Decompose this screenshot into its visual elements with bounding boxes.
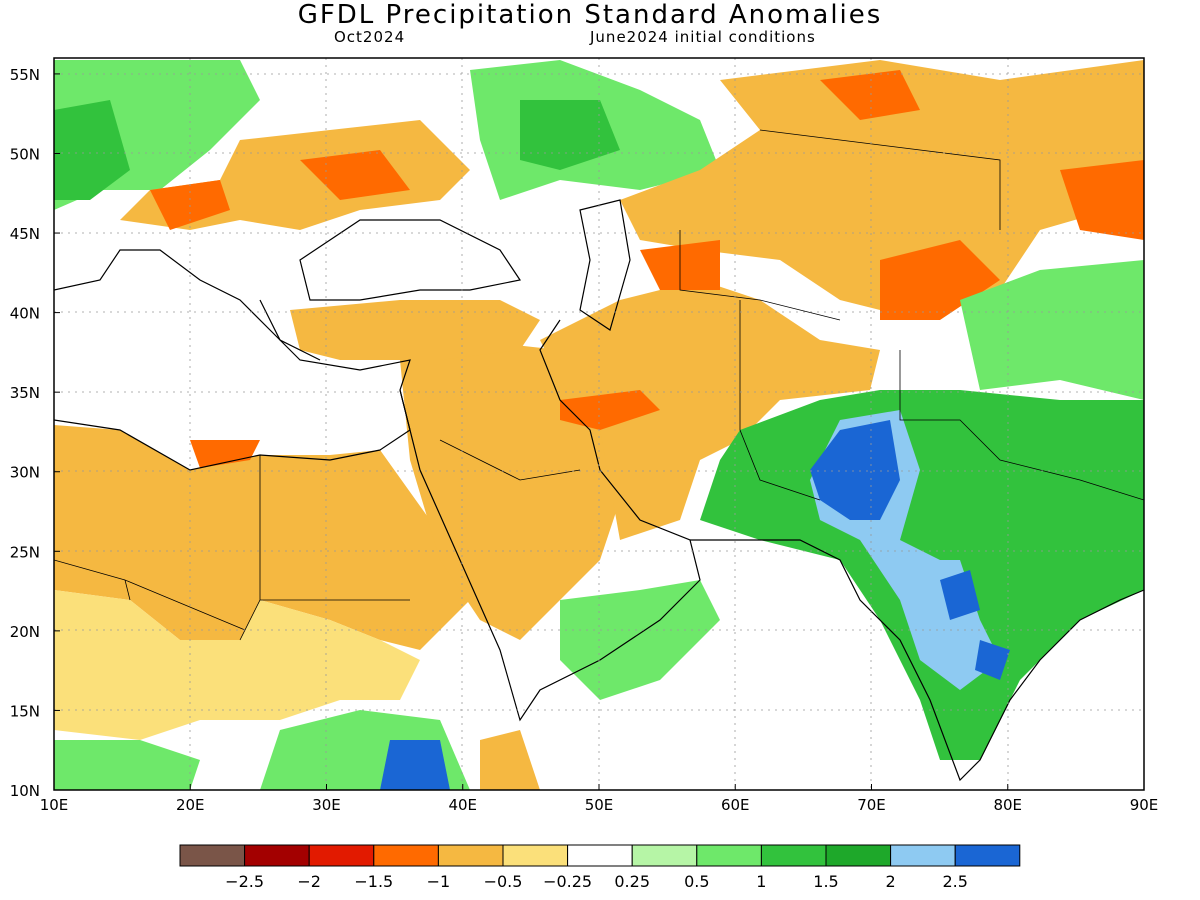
initial-conditions: June2024 initial conditions xyxy=(590,28,816,46)
region-iran-orange xyxy=(560,390,660,430)
lon-tick-label: 60E xyxy=(721,796,750,814)
valid-month: Oct2024 xyxy=(334,28,406,46)
colorbar-swatch xyxy=(179,844,246,867)
colorbar-label: 0.5 xyxy=(684,872,709,891)
lat-tick-label: 40N xyxy=(10,305,40,323)
colorbar-swatch xyxy=(760,844,827,867)
colorbar-swatch xyxy=(244,844,310,867)
colorbar-label: 2.5 xyxy=(942,872,967,891)
colorbar-label: −0.5 xyxy=(484,872,523,891)
colorbar-label: −1 xyxy=(427,872,451,891)
gridlines xyxy=(54,58,1144,790)
region-mongolia-orange xyxy=(1060,160,1144,240)
region-oman-wet xyxy=(560,580,720,700)
colorbar-swatch xyxy=(631,844,698,867)
region-russia-green xyxy=(520,100,620,170)
region-turkey xyxy=(290,300,540,360)
region-kazakhstan-orange xyxy=(820,70,920,120)
region-libya-orange xyxy=(190,440,260,468)
region-pakistan-blue xyxy=(810,420,900,520)
lat-tick-label: 10N xyxy=(10,782,40,800)
colorbar-swatch xyxy=(954,844,1021,867)
colorbar-swatch xyxy=(890,844,956,867)
region-west-africa-wet xyxy=(54,740,200,790)
region-sahel xyxy=(54,590,420,740)
colorbar-swatch xyxy=(373,844,439,867)
colorbar-swatch xyxy=(567,844,633,867)
colorbar: −2.5 −2 −1.5 −1 −0.5 −0.25 0.25 0.5 1 1.5 2 2.5 xyxy=(179,844,1021,891)
anomaly-field xyxy=(54,58,1144,790)
colorbar-label: 0.25 xyxy=(614,872,650,891)
region-iran xyxy=(540,280,880,540)
lat-tick-label: 45N xyxy=(10,225,40,243)
colorbar-label: −2.5 xyxy=(225,872,264,891)
lon-tick-label: 90E xyxy=(1130,796,1159,814)
region-india-blue2 xyxy=(975,640,1010,680)
country-borders xyxy=(54,129,1144,641)
lon-tick-label: 30E xyxy=(312,796,341,814)
longitude-axis: 10E 20E 30E 40E 50E 60E 70E 80E 90E xyxy=(40,784,1159,814)
colorbar-swatch xyxy=(308,844,375,867)
lat-tick-label: 55N xyxy=(10,66,40,84)
map-title: GFDL Precipitation Standard Anomalies xyxy=(297,0,883,30)
lon-tick-label: 40E xyxy=(448,796,477,814)
lon-tick-label: 70E xyxy=(857,796,886,814)
colorbar-swatch xyxy=(437,844,504,867)
lat-tick-label: 25N xyxy=(10,543,40,561)
lon-tick-label: 50E xyxy=(585,796,614,814)
lat-tick-label: 30N xyxy=(10,464,40,482)
colorbar-label: −1.5 xyxy=(354,872,393,891)
colorbar-label: 1.5 xyxy=(813,872,838,891)
colorbar-label: −0.25 xyxy=(543,872,592,891)
region-europe-green xyxy=(54,100,130,200)
colorbar-label: 1 xyxy=(756,872,766,891)
lon-tick-label: 80E xyxy=(993,796,1022,814)
region-tibet-wet xyxy=(960,260,1144,400)
lon-tick-label: 20E xyxy=(176,796,205,814)
latitude-axis: 10N 15N 20N 25N 30N 35N 40N 45N 50N 55N xyxy=(10,66,60,800)
region-ethiopia-blue xyxy=(380,740,450,790)
lat-tick-label: 15N xyxy=(10,702,40,720)
colorbar-label: 2 xyxy=(886,872,896,891)
colorbar-swatch xyxy=(502,844,569,867)
colorbar-swatch xyxy=(696,844,762,867)
lon-tick-label: 10E xyxy=(40,796,69,814)
coastlines xyxy=(54,199,1144,782)
lat-tick-label: 35N xyxy=(10,384,40,402)
colorbar-swatch xyxy=(825,844,892,867)
region-india-blue xyxy=(940,570,980,620)
region-small-orange xyxy=(480,730,540,790)
colorbar-label: −2 xyxy=(297,872,321,891)
lat-tick-label: 20N xyxy=(10,623,40,641)
region-kazakhstan-dry xyxy=(620,60,1144,320)
region-ukraine-orange xyxy=(300,150,410,200)
lat-tick-label: 50N xyxy=(10,145,40,163)
